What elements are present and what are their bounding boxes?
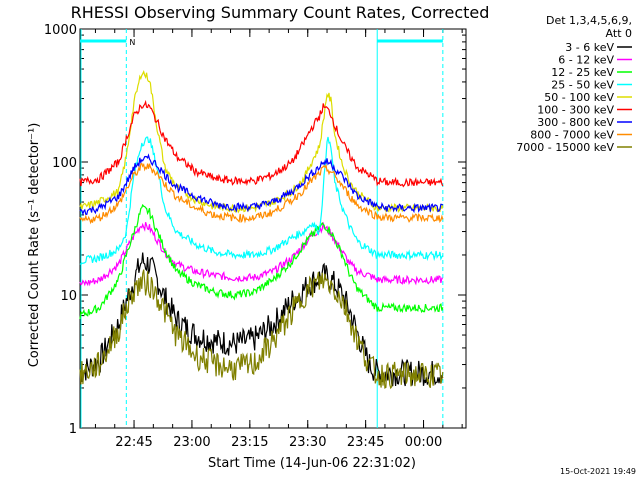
y-axis-label: Corrected Count Rate (s⁻¹ detector⁻¹) <box>27 123 42 368</box>
series-line <box>79 153 444 216</box>
series-line <box>79 203 444 320</box>
chart-title: RHESSI Observing Summary Count Rates, Co… <box>71 3 490 22</box>
plot-frame <box>79 28 467 429</box>
y-tick-label: 1000 <box>44 23 77 38</box>
legend-entry-label: 7000 - 15000 keV <box>516 141 614 154</box>
legend-entry-label: 3 - 6 keV <box>565 41 614 54</box>
x-tick-label: 22:45 <box>115 435 152 450</box>
y-tick-label: 100 <box>52 156 77 171</box>
series-line <box>79 99 444 188</box>
x-tick-label: 23:30 <box>289 435 326 450</box>
x-tick-label: 23:45 <box>347 435 384 450</box>
x-tick-label: 23:00 <box>173 435 210 450</box>
footer-date: 15-Oct-2021 19:49 <box>560 467 636 476</box>
x-axis-label: Start Time (14-Jun-06 22:31:02) <box>208 456 416 471</box>
legend-entry-label: 800 - 7000 keV <box>530 129 614 142</box>
y-tick-label: 1 <box>69 422 77 437</box>
y-tick-label: 10 <box>60 289 77 304</box>
legend-entry-label: 50 - 100 keV <box>544 91 614 104</box>
series-line <box>79 136 444 266</box>
legend-entry-label: 300 - 800 keV <box>537 116 614 129</box>
legend-entry-label: 6 - 12 keV <box>558 54 614 67</box>
series-line <box>79 162 444 225</box>
legend-attenuator: Att 0 <box>606 27 632 40</box>
series-line <box>79 69 444 214</box>
series-line <box>79 269 444 390</box>
night-marker-label: N <box>129 38 135 47</box>
x-tick-label: 00:00 <box>405 435 442 450</box>
legend-entry-label: 12 - 25 keV <box>551 66 614 79</box>
legend-entry-label: 100 - 300 keV <box>537 104 614 117</box>
plot-area: 1 10 100 1000 22:45 23:00 23:15 23:30 23:45 00:00… <box>44 23 467 450</box>
legend-detectors: Det 1,3,4,5,6,9, <box>546 14 632 27</box>
x-tick-label: 23:15 <box>231 435 268 450</box>
legend-entry-label: 25 - 50 keV <box>551 79 614 92</box>
series-line <box>79 222 443 287</box>
